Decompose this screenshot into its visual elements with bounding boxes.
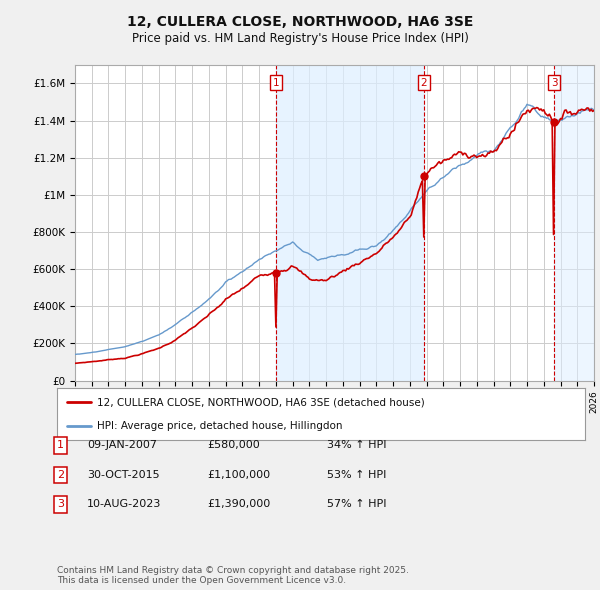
Text: £580,000: £580,000 <box>207 441 260 450</box>
Text: 2: 2 <box>421 77 427 87</box>
Text: 1: 1 <box>273 77 280 87</box>
Text: 2: 2 <box>57 470 64 480</box>
Text: Contains HM Land Registry data © Crown copyright and database right 2025.
This d: Contains HM Land Registry data © Crown c… <box>57 566 409 585</box>
Text: Price paid vs. HM Land Registry's House Price Index (HPI): Price paid vs. HM Land Registry's House … <box>131 32 469 45</box>
Text: 30-OCT-2015: 30-OCT-2015 <box>87 470 160 480</box>
Text: £1,100,000: £1,100,000 <box>207 470 270 480</box>
Text: 12, CULLERA CLOSE, NORTHWOOD, HA6 3SE: 12, CULLERA CLOSE, NORTHWOOD, HA6 3SE <box>127 15 473 29</box>
Text: 57% ↑ HPI: 57% ↑ HPI <box>327 500 386 509</box>
Text: 3: 3 <box>57 500 64 509</box>
Text: 3: 3 <box>551 77 557 87</box>
Text: 1: 1 <box>57 441 64 450</box>
Text: 12, CULLERA CLOSE, NORTHWOOD, HA6 3SE (detached house): 12, CULLERA CLOSE, NORTHWOOD, HA6 3SE (d… <box>97 397 424 407</box>
Text: 10-AUG-2023: 10-AUG-2023 <box>87 500 161 509</box>
Bar <box>277 65 424 381</box>
Text: £1,390,000: £1,390,000 <box>207 500 270 509</box>
Text: 09-JAN-2007: 09-JAN-2007 <box>87 441 157 450</box>
Text: 34% ↑ HPI: 34% ↑ HPI <box>327 441 386 450</box>
Bar <box>554 65 594 381</box>
Text: HPI: Average price, detached house, Hillingdon: HPI: Average price, detached house, Hill… <box>97 421 342 431</box>
Text: 53% ↑ HPI: 53% ↑ HPI <box>327 470 386 480</box>
